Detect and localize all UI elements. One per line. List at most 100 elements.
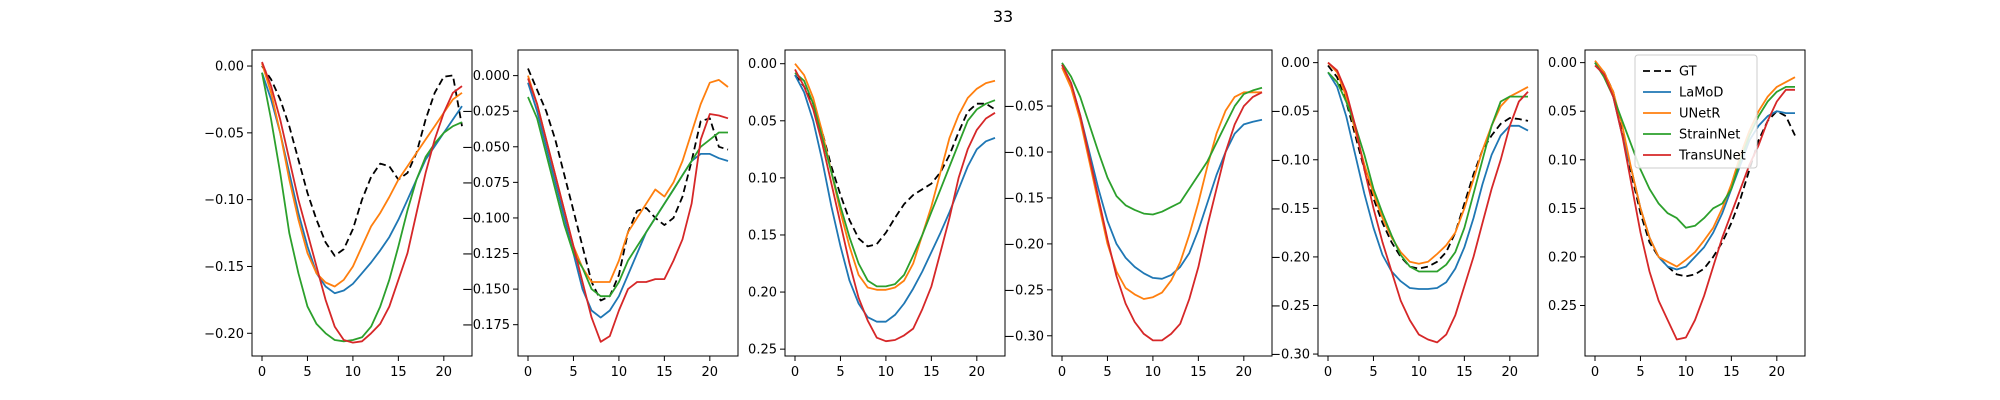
y-tick-label: −0.10 — [1004, 146, 1044, 161]
series-line-unetr — [1594, 60, 1796, 268]
x-tick-label: 15 — [390, 365, 407, 380]
axes-frame — [1584, 49, 1806, 357]
y-tick-label: −0.050 — [462, 140, 510, 155]
axes-frame — [1051, 49, 1273, 357]
x-tick-label: 20 — [1236, 365, 1253, 380]
x-tick-label: 5 — [1103, 365, 1111, 380]
series-line-unetr — [527, 75, 729, 283]
series-line-strainnet — [794, 72, 996, 288]
x-tick-label: 20 — [1769, 365, 1786, 380]
y-tick-label: −0.100 — [462, 211, 510, 226]
legend-box — [1634, 54, 1758, 169]
series-line-strainnet — [1594, 62, 1795, 229]
legend-label-unetr: UNetR — [1679, 107, 1720, 122]
subplot-1: 0 5 10 15 20 0.00 −0.05 −0.10 −0.15 −0.20 — [204, 49, 473, 380]
y-tick-label: −0.175 — [462, 318, 510, 333]
y-tick-label: −0.20 — [1270, 250, 1310, 265]
y-tick-label: −0.075 — [462, 176, 510, 191]
y-tick-label: −0.25 — [1270, 299, 1310, 314]
panels: 0 5 10 15 20 0.00 −0.05 −0.10 −0.15 −0.20 0 5 10 15 20… — [204, 49, 1806, 380]
series-line-transunet — [794, 68, 996, 343]
y-tick-label: −0.025 — [462, 105, 510, 120]
y-tick-label: −0.15 — [1270, 202, 1310, 217]
series-line-gt — [794, 74, 996, 248]
x-tick-label: 20 — [436, 365, 453, 380]
y-tick-label: 0.25 — [1548, 299, 1577, 314]
y-tick-label: 0.25 — [748, 343, 777, 358]
x-tick-label: 15 — [923, 365, 940, 380]
y-tick-label: −0.10 — [1270, 153, 1310, 168]
subplot-5: 0 5 10 15 20 0.00 −0.05 −0.10 −0.15 −0.20 −0.25 −0.… — [1270, 49, 1539, 380]
y-tick-label: 0.10 — [1548, 153, 1577, 168]
y-tick-label: 0.05 — [1548, 105, 1577, 120]
y-tick-label: 0.05 — [748, 114, 777, 129]
y-tick-label: −0.15 — [204, 260, 244, 275]
x-tick-label: 0 — [1591, 365, 1599, 380]
x-tick-label: 5 — [1369, 365, 1377, 380]
series-line-unetr — [261, 63, 463, 288]
series-line-transunet — [527, 78, 729, 343]
series-line-transunet — [1061, 64, 1263, 342]
y-tick-label: 0.20 — [748, 286, 777, 301]
series-line-lamod — [1327, 71, 1529, 290]
series-line-gt — [261, 65, 463, 257]
axes-frame — [251, 49, 473, 357]
legend-label-gt: GT — [1679, 65, 1697, 80]
x-tick-label: 15 — [1456, 365, 1473, 380]
x-tick-label: 10 — [1145, 365, 1162, 380]
y-tick-label: −0.05 — [1270, 105, 1310, 120]
y-tick-label: −0.125 — [462, 247, 510, 262]
x-tick-label: 0 — [1324, 365, 1332, 380]
legend-label-lamod: LaMoD — [1679, 86, 1723, 101]
series-line-lamod — [1061, 64, 1263, 280]
y-tick-label: −0.25 — [1004, 283, 1044, 298]
x-tick-label: 10 — [878, 365, 895, 380]
series-line-transunet — [1327, 61, 1529, 344]
x-tick-label: 20 — [702, 365, 719, 380]
subplot-4: 0 5 10 15 20 −0.05 −0.10 −0.15 −0.20 −0.25 −0.30 — [1004, 49, 1273, 380]
axes-frame — [1317, 49, 1539, 357]
series-line-strainnet — [261, 72, 463, 343]
x-tick-label: 10 — [1678, 365, 1695, 380]
x-tick-label: 15 — [656, 365, 673, 380]
x-tick-label: 10 — [1411, 365, 1428, 380]
y-tick-label: −0.05 — [1004, 100, 1044, 115]
x-tick-label: 0 — [258, 365, 266, 380]
series-line-strainnet — [1327, 71, 1528, 273]
series-line-strainnet — [1061, 62, 1263, 216]
y-tick-label: 0.000 — [473, 69, 510, 84]
axes-frame — [517, 49, 739, 357]
x-tick-label: 20 — [969, 365, 986, 380]
x-tick-label: 20 — [1502, 365, 1519, 380]
y-tick-label: −0.05 — [204, 126, 244, 141]
y-tick-label: 0.00 — [215, 60, 244, 75]
x-tick-label: 5 — [569, 365, 577, 380]
figure-title: 33 — [993, 7, 1013, 26]
x-tick-label: 10 — [345, 365, 362, 380]
y-tick-label: 0.10 — [748, 171, 777, 186]
subplot-3: 0 5 10 15 20 0.00 0.05 0.10 0.15 0.20 0.25 — [748, 49, 1006, 380]
x-tick-label: 5 — [836, 365, 844, 380]
series-line-strainnet — [527, 96, 728, 298]
x-tick-label: 10 — [611, 365, 628, 380]
x-tick-label: 5 — [303, 365, 311, 380]
subplot-2: 0 5 10 15 20 0.000 −0.025 −0.050 −0.075 −0.100 −0.… — [462, 49, 739, 380]
legend: GT LaMoD UNetR StrainNet TransUNet — [1634, 54, 1758, 169]
series-line-lamod — [527, 82, 729, 319]
y-tick-label: −0.15 — [1004, 191, 1044, 206]
x-tick-label: 0 — [791, 365, 799, 380]
legend-label-transunet: TransUNet — [1678, 149, 1746, 164]
y-tick-label: −0.10 — [204, 193, 244, 208]
legend-label-strainnet: StrainNet — [1679, 128, 1740, 143]
axes-frame — [784, 49, 1006, 357]
y-tick-label: 0.00 — [748, 57, 777, 72]
x-tick-label: 0 — [1058, 365, 1066, 380]
y-tick-label: −0.150 — [462, 283, 510, 298]
y-tick-label: 0.15 — [748, 228, 777, 243]
x-tick-label: 15 — [1723, 365, 1740, 380]
y-tick-label: −0.20 — [204, 327, 244, 342]
y-tick-label: 0.20 — [1548, 250, 1577, 265]
y-tick-label: 0.15 — [1548, 202, 1577, 217]
x-tick-label: 15 — [1190, 365, 1207, 380]
